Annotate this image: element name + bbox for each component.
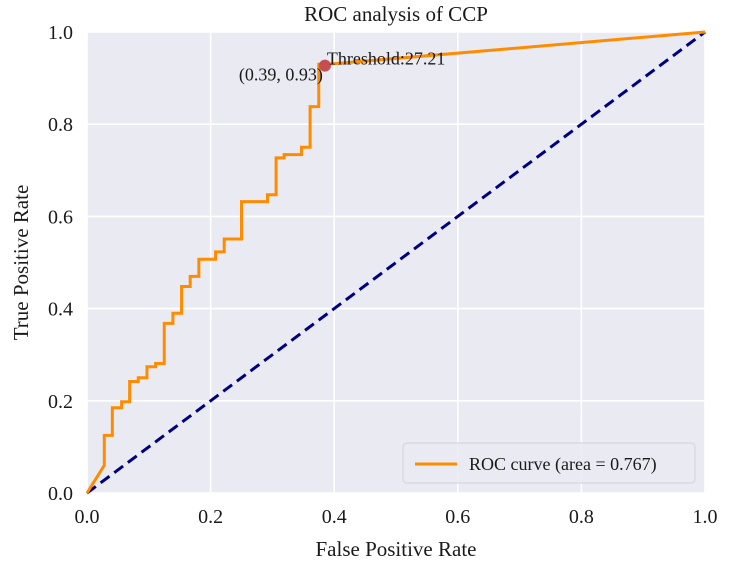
y-tick-label: 0.4 xyxy=(48,299,73,321)
legend-box xyxy=(402,442,696,484)
chance-diagonal-line xyxy=(86,30,706,495)
x-tick-label: 0.0 xyxy=(75,506,100,528)
x-tick-label: 0.8 xyxy=(569,506,594,528)
legend: ROC curve (area = 0.767) xyxy=(402,442,696,484)
point-coordinate-annotation: (0.39, 0.93) xyxy=(239,65,323,86)
x-tick-label: 1.0 xyxy=(693,506,718,528)
y-tick-label: 1.0 xyxy=(48,22,73,44)
x-tick-labels: 0.0 0.2 0.4 0.6 0.8 1.0 xyxy=(75,506,718,528)
series-layer xyxy=(85,30,706,495)
y-axis-label: True Positive Rate xyxy=(9,185,33,341)
y-tick-label: 0.0 xyxy=(48,483,73,505)
legend-label: ROC curve (area = 0.767) xyxy=(469,454,657,475)
chart-title: ROC analysis of CCP xyxy=(304,2,488,26)
grid xyxy=(86,31,706,494)
x-axis-label: False Positive Rate xyxy=(316,537,477,561)
x-tick-label: 0.6 xyxy=(445,506,470,528)
roc-curve-line xyxy=(85,30,706,494)
y-tick-label: 0.6 xyxy=(48,206,73,228)
x-tick-label: 0.4 xyxy=(322,506,347,528)
threshold-point xyxy=(318,59,331,72)
y-tick-label: 0.2 xyxy=(48,391,73,413)
x-tick-label: 0.2 xyxy=(198,506,223,528)
y-tick-labels: 0.0 0.2 0.4 0.6 0.8 1.0 xyxy=(48,22,73,505)
annotation-layer: Threshold:27.21(0.39, 0.93) xyxy=(239,49,446,86)
threshold-annotation: Threshold:27.21 xyxy=(327,49,446,69)
threshold-point-layer xyxy=(318,59,331,72)
y-tick-label: 0.8 xyxy=(48,114,73,136)
